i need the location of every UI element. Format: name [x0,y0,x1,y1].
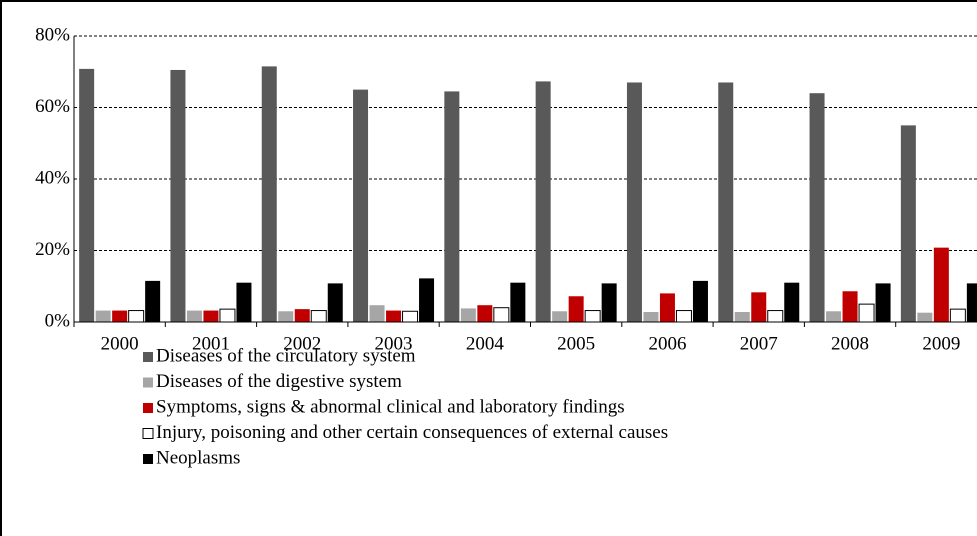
legend-label: Symptoms, signs & abnormal clinical and … [156,396,625,417]
bar [128,310,145,323]
bar [826,311,842,322]
x-tick-label: 2002 [283,333,321,354]
legend-swatch [143,403,153,413]
legend-swatch [143,377,153,388]
y-tick-label: 80% [35,24,70,45]
bar [203,310,219,322]
bar [675,310,692,323]
bar [170,69,186,323]
y-tick-label: 20% [35,239,70,260]
y-tick-label: 40% [35,167,70,188]
legend-label: Diseases of the circulatory system [156,345,416,366]
x-tick-label: 2007 [740,333,778,354]
bar [112,310,128,322]
bar [900,125,916,322]
bar [460,308,476,322]
bar [875,283,891,322]
x-tick-label: 2000 [101,333,139,354]
bar [419,278,435,322]
bar [718,82,734,322]
x-tick-label: 2009 [922,333,960,354]
bar [236,282,252,322]
bar [79,68,95,322]
x-tick-label: 2006 [648,333,686,354]
bar [278,311,294,322]
bar [568,296,584,322]
bar [917,312,933,322]
bar [386,310,402,322]
bar [584,310,601,323]
bar [402,310,419,323]
bar [734,311,750,322]
bar [95,310,111,322]
bar [369,305,385,322]
legend-swatch [143,352,153,362]
legend-swatch [142,428,154,439]
x-tick-label: 2003 [375,333,413,354]
bar [327,283,343,322]
bar [949,308,966,323]
legend-swatch [143,454,153,464]
bar [751,292,767,322]
bar [353,89,369,322]
legend-label: Diseases of the digestive system [156,371,402,392]
bar [444,91,460,322]
bar [552,311,568,322]
bar [219,308,236,323]
bar [842,291,858,322]
y-tick-label: 0% [45,310,71,331]
bar [966,283,977,322]
x-tick-label: 2005 [557,333,595,354]
bar [858,303,875,323]
bar [493,307,510,323]
bar [145,280,161,322]
bar [310,310,327,323]
bar [601,283,617,322]
bar [535,81,551,322]
bar [294,309,310,322]
bar [477,305,493,322]
bar [626,82,642,322]
bar [933,247,949,322]
y-tick-label: 60% [35,96,70,117]
bar [767,310,784,323]
x-tick-label: 2008 [831,333,869,354]
bar [186,310,202,322]
bar [692,280,708,322]
x-tick-label: 2004 [466,333,505,354]
bar [510,282,526,322]
bar [809,93,825,322]
bar [659,293,675,322]
bar [261,66,277,322]
bar [784,282,800,322]
x-tick-label: 2001 [192,333,230,354]
legend-label: Injury, poisoning and other certain cons… [156,422,668,443]
bar [643,311,659,322]
legend-label: Neoplasms [156,447,240,468]
